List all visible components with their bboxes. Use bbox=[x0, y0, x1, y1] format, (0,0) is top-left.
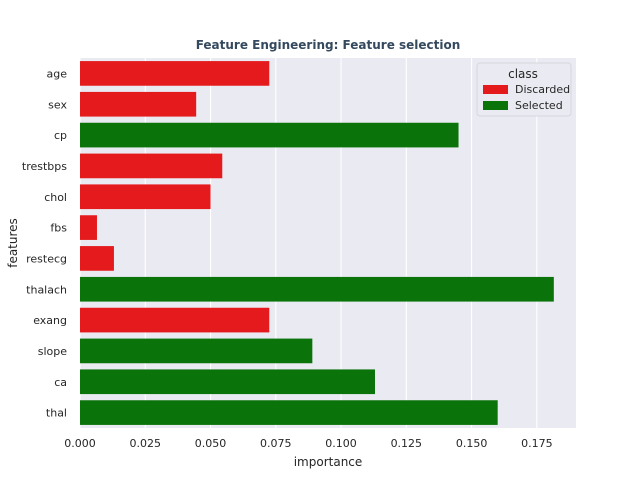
bar-ca bbox=[80, 369, 375, 395]
bar-age bbox=[80, 61, 270, 86]
bar-cp bbox=[80, 122, 459, 148]
legend-label-discarded: Discarded bbox=[515, 83, 570, 96]
plot-area bbox=[80, 58, 576, 428]
y-tick-label-restecg: restecg bbox=[26, 252, 67, 265]
y-tick-label-thal: thal bbox=[46, 407, 67, 420]
bar-chol bbox=[80, 184, 211, 210]
bar-restecg bbox=[80, 246, 114, 271]
bar-trestbps bbox=[80, 153, 223, 179]
bar-slope bbox=[80, 338, 313, 364]
y-tick-label-trestbps: trestbps bbox=[22, 160, 67, 173]
y-tick-label-thalach: thalach bbox=[26, 283, 67, 296]
x-axis-label: importance bbox=[294, 455, 363, 469]
bar-thal bbox=[80, 400, 498, 425]
x-tick-label: 0.125 bbox=[391, 437, 423, 450]
bar-thalach bbox=[80, 276, 554, 302]
y-tick-label-exang: exang bbox=[33, 314, 67, 327]
bars bbox=[80, 61, 554, 425]
y-axis-label: features bbox=[6, 218, 20, 268]
x-tick-label: 0.100 bbox=[325, 437, 357, 450]
x-tick-label: 0.025 bbox=[130, 437, 162, 450]
x-tick-label: 0.050 bbox=[195, 437, 227, 450]
bar-sex bbox=[80, 91, 197, 117]
x-tick-label: 0.150 bbox=[456, 437, 488, 450]
y-tick-label-slope: slope bbox=[38, 345, 67, 358]
legend-title: class bbox=[508, 67, 538, 81]
x-tick-label: 0.175 bbox=[521, 437, 553, 450]
y-tick-label-fbs: fbs bbox=[50, 222, 67, 235]
grid-lines bbox=[79, 58, 538, 428]
x-tick-label: 0.000 bbox=[64, 437, 96, 450]
x-tick-label: 0.075 bbox=[260, 437, 292, 450]
y-tick-label-cp: cp bbox=[54, 129, 67, 142]
legend-label-selected: Selected bbox=[515, 99, 563, 112]
y-tick-label-sex: sex bbox=[48, 98, 67, 111]
legend-swatch-selected bbox=[483, 101, 508, 110]
y-tick-labels: age sex cp trestbps chol fbs restecg thalach exa… bbox=[22, 67, 68, 419]
y-tick-label-age: age bbox=[47, 67, 68, 80]
x-tick-labels: 0.000 0.025 0.050 0.075 0.100 0.125 0.150 0.175 bbox=[64, 437, 552, 450]
legend: class Discarded Selected bbox=[476, 62, 572, 117]
bar-exang bbox=[80, 307, 270, 333]
y-tick-label-ca: ca bbox=[54, 376, 67, 389]
bar-fbs bbox=[80, 215, 97, 240]
chart-title: Feature Engineering: Feature selection bbox=[196, 38, 461, 52]
y-tick-label-chol: chol bbox=[44, 191, 67, 204]
legend-swatch-discarded bbox=[483, 85, 508, 94]
